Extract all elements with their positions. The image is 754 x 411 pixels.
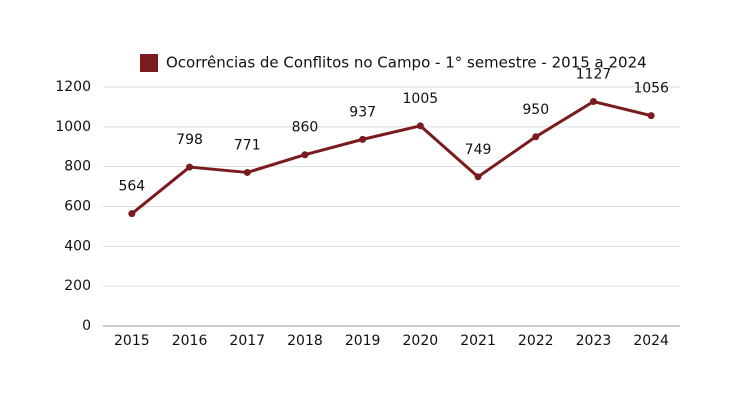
x-tick-label: 2016 [172, 333, 208, 349]
y-tick-label: 1000 [55, 119, 91, 135]
x-tick-label: 2021 [460, 333, 496, 349]
point [128, 210, 136, 218]
legend-text: Ocorrências de Conflitos no Campo - 1° s… [166, 54, 647, 72]
data-label: 1005 [403, 91, 439, 107]
point [647, 112, 655, 120]
data-label: 1127 [576, 67, 612, 83]
point [301, 151, 309, 159]
data-label: 749 [465, 142, 492, 158]
y-tick-label: 400 [64, 238, 91, 254]
point [359, 135, 367, 143]
data-label: 937 [349, 104, 376, 120]
x-tick-label: 2020 [403, 333, 439, 349]
point [589, 98, 597, 106]
x-tick-label: 2024 [633, 333, 669, 349]
data-label: 950 [522, 102, 549, 118]
y-tick-label: 200 [64, 278, 91, 294]
x-tick-label: 2017 [229, 333, 265, 349]
point [416, 122, 424, 130]
data-label: 771 [234, 137, 261, 153]
point [474, 173, 482, 181]
x-tick-label: 2019 [345, 333, 381, 349]
y-tick-label: 800 [64, 159, 91, 175]
x-tick-label: 2015 [114, 333, 150, 349]
x-tick-label: 2018 [287, 333, 323, 349]
data-label: 564 [118, 179, 145, 195]
y-tick-label: 600 [64, 199, 91, 215]
data-label: 860 [292, 120, 319, 136]
x-tick-label: 2023 [576, 333, 612, 349]
y-tick-label: 0 [82, 318, 91, 334]
point [186, 163, 194, 171]
legend-swatch [140, 54, 158, 72]
line [130, 100, 652, 215]
y-tick-label: 1200 [55, 79, 91, 95]
data-label: 798 [176, 132, 203, 148]
point [532, 133, 540, 141]
x-tick-label: 2022 [518, 333, 554, 349]
point [243, 168, 251, 176]
data-label: 1056 [633, 81, 669, 97]
